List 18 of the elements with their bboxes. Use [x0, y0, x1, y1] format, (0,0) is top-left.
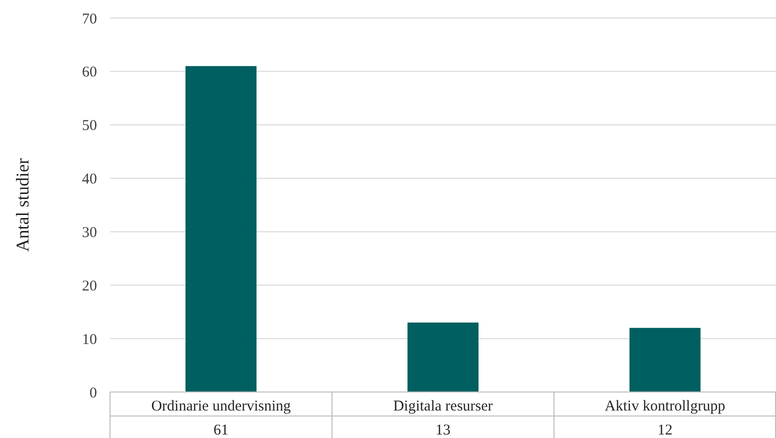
data-label: 61	[214, 422, 228, 438]
y-tick-label: 70	[82, 11, 97, 28]
y-tick-label: 30	[82, 224, 97, 241]
bar	[185, 66, 257, 392]
x-tick-label: Digitala resurser	[393, 398, 493, 414]
y-tick-label: 20	[82, 278, 97, 294]
y-tick-label: 50	[82, 118, 97, 134]
data-label: 12	[658, 422, 672, 438]
bar	[629, 328, 701, 392]
x-tick-label: Ordinarie undervisning	[151, 398, 292, 414]
y-axis-title: Antal studier	[12, 158, 32, 252]
y-tick-label: 60	[82, 64, 97, 81]
x-tick-label: Aktiv kontrollgrupp	[604, 398, 726, 414]
bar	[407, 322, 479, 392]
y-tick-label: 0	[90, 385, 97, 402]
data-label: 13	[436, 422, 450, 438]
y-tick-label: 10	[82, 332, 97, 348]
y-tick-label: 40	[82, 172, 97, 188]
